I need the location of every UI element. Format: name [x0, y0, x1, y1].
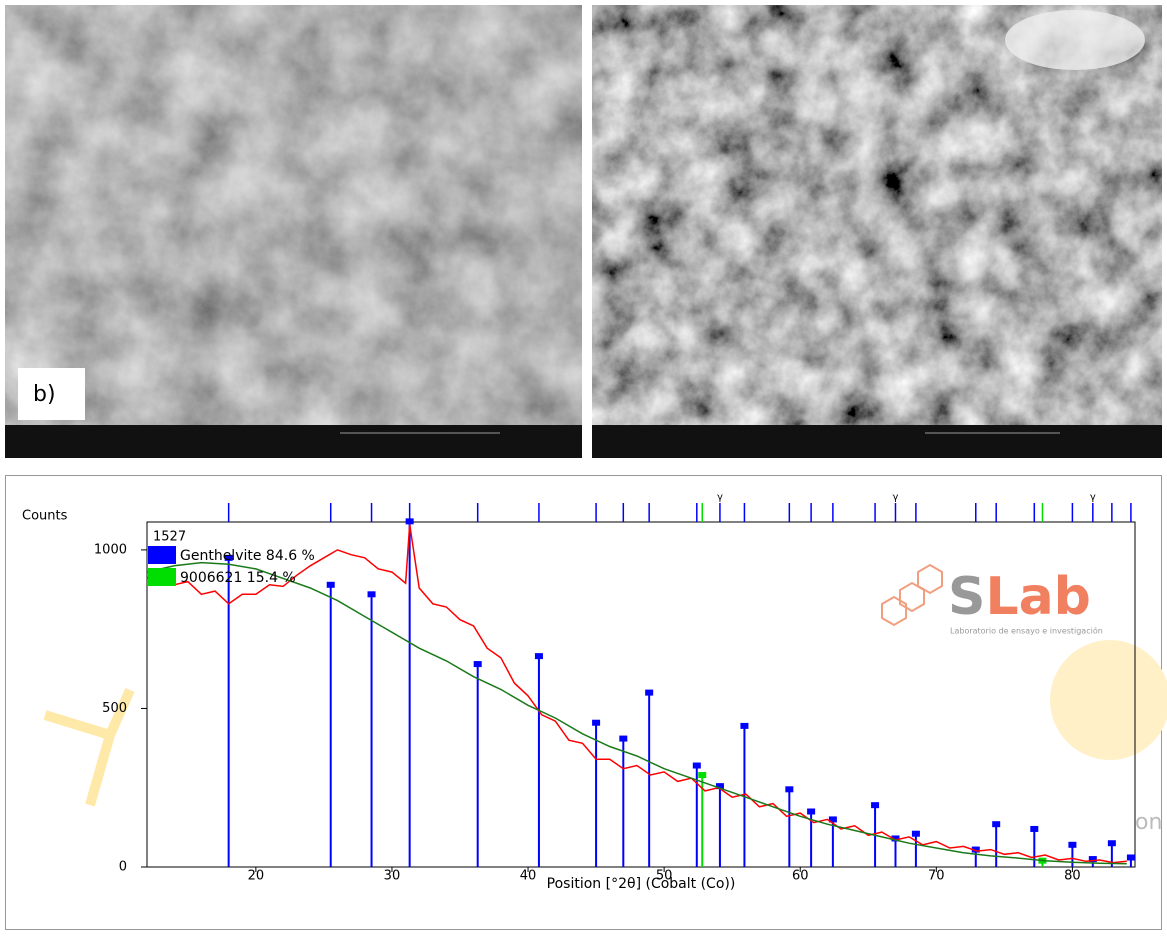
- stick-marker: [698, 772, 707, 779]
- y-tick-label: 1000: [94, 542, 127, 557]
- logo: SLab: [948, 567, 1091, 627]
- stick-marker: [740, 722, 749, 729]
- logo-s: S: [948, 567, 985, 627]
- stick-marker: [1126, 854, 1135, 861]
- stick-marker: [971, 846, 980, 853]
- stick-marker: [785, 786, 794, 793]
- info-bar: [592, 425, 1162, 458]
- top-mark: γ: [893, 492, 899, 503]
- info-bar: [5, 425, 582, 458]
- x-tick-label: 70: [928, 869, 945, 884]
- stick-marker: [534, 653, 543, 660]
- stick-marker: [592, 719, 601, 726]
- stick-marker: [692, 762, 701, 769]
- y-tick-label: 500: [102, 701, 127, 716]
- stick-marker: [367, 591, 376, 598]
- bright-region: [1005, 10, 1145, 70]
- legend-label: 9006621 15.4 %: [180, 570, 296, 586]
- top-mark: γ: [717, 492, 723, 503]
- x-tick-label: 50: [656, 869, 673, 884]
- logo-icon: [881, 563, 943, 627]
- label-box: [18, 368, 85, 420]
- stick-marker: [1088, 856, 1097, 863]
- stick-marker: [619, 735, 628, 742]
- x-tick-label: 30: [384, 869, 401, 884]
- logo-tagline: Laboratorio de ensayo e investigación: [950, 626, 1103, 636]
- stick-marker: [807, 808, 816, 815]
- logo-lab: Lab: [985, 567, 1090, 627]
- plot-area: [146, 521, 1136, 868]
- legend-swatch: [148, 546, 176, 564]
- pattern-line: [146, 561, 1127, 865]
- sem-image: [592, 5, 1162, 425]
- x-tick-label: 60: [792, 869, 809, 884]
- top-mark: γ: [1090, 492, 1096, 503]
- stick-marker: [326, 581, 335, 588]
- stick-marker: [828, 816, 837, 823]
- stick-marker: [911, 830, 920, 837]
- x-axis-label: Position [°2θ] (Cobalt (Co)): [547, 876, 736, 892]
- legend-label: Genthelvite 84.6 %: [180, 548, 315, 564]
- stick-marker: [645, 689, 654, 696]
- x-tick-label: 20: [248, 869, 265, 884]
- stick-marker: [715, 783, 724, 790]
- panel-label: b): [33, 382, 56, 407]
- stick-marker: [473, 661, 482, 668]
- stick-marker: [891, 835, 900, 842]
- watermark-shape: [43, 687, 135, 807]
- pattern-line: [146, 524, 1127, 864]
- stick-marker: [224, 554, 233, 561]
- sem-image: [5, 5, 582, 425]
- watermark-shape: [1050, 640, 1167, 760]
- annotation: 1527: [153, 530, 186, 545]
- stick-marker: [1030, 825, 1039, 832]
- stick-marker: [1107, 840, 1116, 847]
- x-tick-label: 40: [520, 869, 537, 884]
- stick-marker: [992, 821, 1001, 828]
- stick-marker: [1068, 841, 1077, 848]
- stick-marker: [871, 802, 880, 809]
- legend-swatch: [148, 568, 176, 586]
- x-tick-label: 80: [1064, 869, 1081, 884]
- watermark-text: on: [1135, 810, 1162, 835]
- y-axis-label: Counts: [22, 509, 68, 524]
- y-tick-label: 0: [119, 860, 127, 875]
